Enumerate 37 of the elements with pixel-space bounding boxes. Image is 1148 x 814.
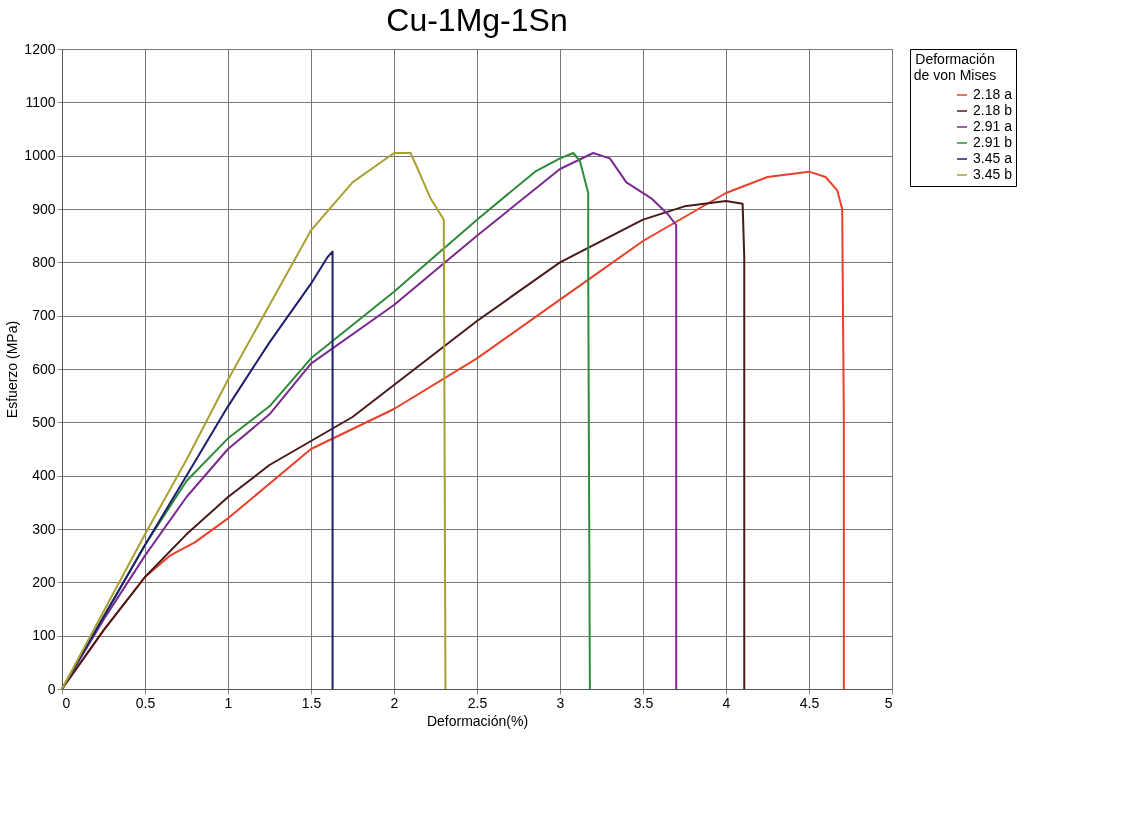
x-tick-label: 0	[62, 694, 71, 711]
y-tick-label: 500	[32, 413, 56, 430]
line-series	[61, 250, 334, 690]
y-tick-label: 200	[32, 573, 56, 590]
x-tick-label: 2	[390, 694, 399, 711]
x-tick-label: 0.5	[135, 694, 156, 711]
y-tick-label: 0	[47, 680, 56, 697]
legend-label: 3.45 b	[973, 166, 1013, 182]
line-series	[61, 200, 746, 690]
legend-title: Deformación de von Mises	[913, 51, 997, 83]
legend-label: 3.45 a	[973, 150, 1013, 166]
x-axis-title: Deformación(%)	[426, 712, 529, 729]
y-tick-label: 100	[32, 627, 56, 644]
x-tick-label: 1.5	[301, 694, 322, 711]
legend-label: 2.91 a	[973, 118, 1013, 134]
y-tick-label: 600	[32, 360, 56, 377]
line-series	[61, 152, 447, 690]
x-tick-label: 5	[884, 694, 893, 711]
y-tick-label: 1200	[24, 40, 56, 57]
x-tick-label: 2.5	[467, 694, 488, 711]
y-tick-label: 400	[32, 467, 56, 484]
y-tick-label: 800	[32, 253, 56, 270]
legend-label: 2.18 a	[973, 86, 1013, 102]
y-axis-title: Esfuerzo (MPa)	[4, 320, 21, 419]
legend-label: 2.18 b	[973, 102, 1013, 118]
y-tick-label: 1000	[24, 147, 56, 164]
y-tick-label: 1100	[25, 93, 56, 110]
x-tick-label: 4.5	[799, 694, 820, 711]
y-tick-label: 300	[32, 520, 56, 537]
y-tick-label: 700	[32, 307, 56, 324]
x-tick-label: 3	[556, 694, 565, 711]
x-tick-label: 4	[722, 694, 731, 711]
legend-label: 2.91 b	[973, 134, 1013, 150]
x-tick-label: 3.5	[633, 694, 654, 711]
x-tick-label: 1	[224, 694, 233, 711]
y-tick-label: 900	[32, 200, 56, 217]
chart-title: Cu-1Mg-1Sn	[386, 2, 568, 38]
